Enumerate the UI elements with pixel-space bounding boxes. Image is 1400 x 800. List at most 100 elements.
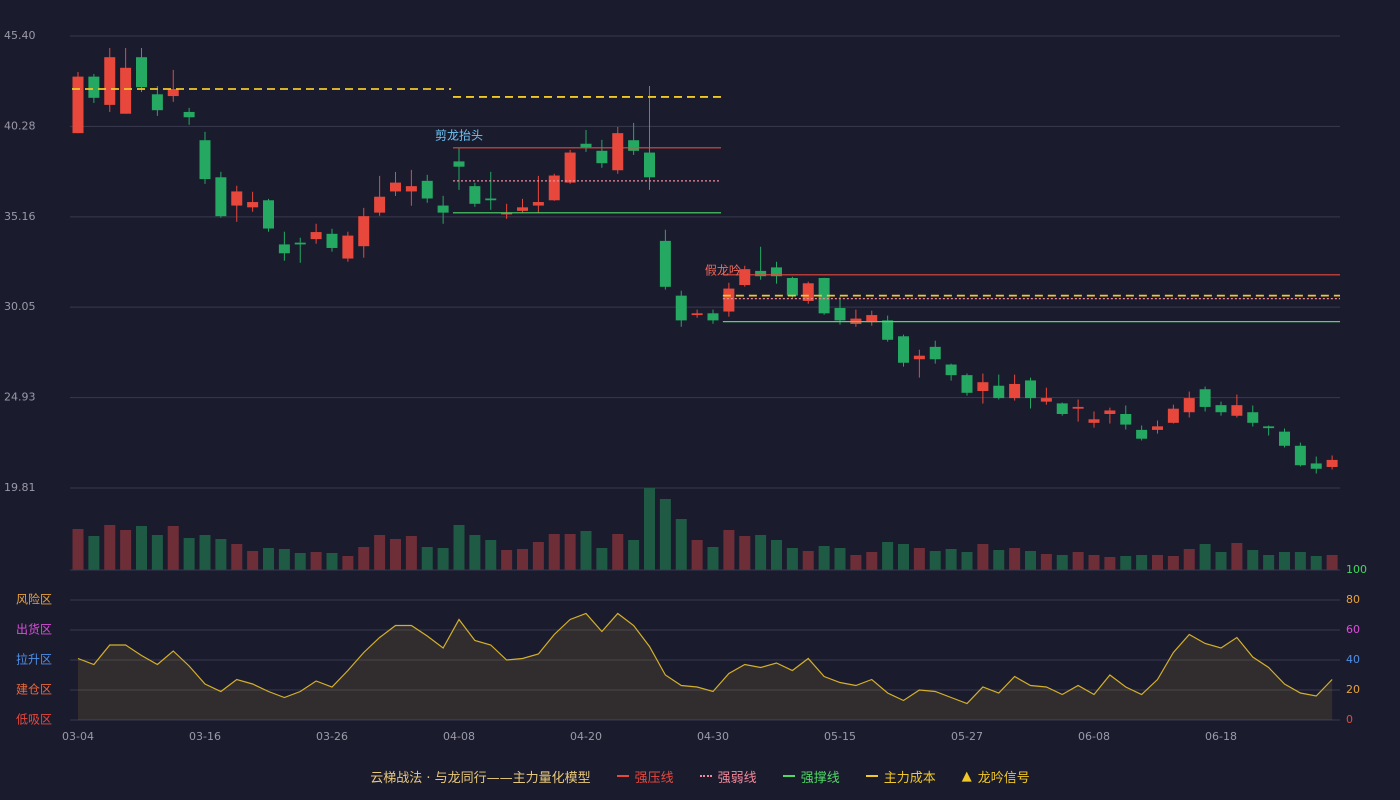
candle-body	[739, 269, 751, 286]
y-tick-label: 20	[1346, 683, 1360, 696]
volume-bar	[596, 548, 608, 570]
candle-body	[1279, 431, 1290, 446]
volume-bar	[501, 550, 513, 570]
legend-swatch	[782, 775, 795, 777]
candle-body	[88, 76, 100, 98]
volume-bar	[1167, 556, 1179, 570]
volume-bar	[834, 548, 846, 570]
volume-bar	[644, 488, 655, 570]
y-tick-label: 35.16	[4, 210, 36, 223]
x-tick-label: 06-18	[1205, 730, 1237, 743]
candle-body	[294, 242, 306, 245]
volume-bar	[136, 526, 147, 570]
oscillator-line	[77, 612, 1333, 705]
candle-body	[199, 140, 211, 180]
candle-body	[913, 355, 925, 360]
x-tick-label: 05-27	[951, 730, 983, 743]
candle-body	[1088, 419, 1100, 423]
volume-bar	[405, 536, 417, 570]
candle-body	[532, 202, 544, 206]
x-tick-label: 05-15	[824, 730, 856, 743]
candle-body	[945, 364, 957, 376]
legend-label: 主力成本	[883, 770, 936, 786]
volume-bar	[723, 530, 735, 570]
candle-body	[374, 196, 386, 213]
volume-bar	[294, 553, 306, 570]
volume-bar	[1326, 555, 1338, 570]
candle-body	[771, 267, 782, 277]
candle-body	[326, 233, 338, 248]
candle-body	[1120, 413, 1132, 425]
volume-bar	[1104, 557, 1116, 570]
volume-bar	[183, 538, 195, 570]
volume-bar	[1152, 555, 1163, 570]
legend-swatch	[865, 775, 878, 777]
candle-body	[1056, 403, 1068, 414]
candle-body	[548, 175, 560, 201]
legend-label: 强弱线	[717, 770, 757, 786]
x-tick-label: 03-26	[316, 730, 348, 743]
candle-body	[421, 180, 433, 199]
candle-body	[564, 152, 576, 183]
volume-bar	[755, 535, 767, 570]
volume-bar	[898, 544, 909, 570]
volume-bar	[977, 544, 989, 570]
candle-body	[517, 207, 528, 211]
candle-body	[628, 140, 640, 151]
volume-bar	[390, 539, 401, 570]
candle-body	[1072, 406, 1084, 409]
candle-body	[707, 313, 719, 321]
candle-body	[469, 186, 481, 204]
candle-body	[882, 320, 894, 340]
legend-swatch	[699, 775, 712, 777]
volume-bar	[913, 548, 925, 570]
volume-bar	[326, 553, 338, 570]
volume-bar	[1056, 555, 1068, 570]
volume-bar	[612, 534, 624, 570]
candle-body	[929, 346, 941, 360]
candle-body	[834, 308, 846, 321]
volume-bar	[945, 549, 957, 570]
y-tick-label: 100	[1346, 563, 1367, 576]
candle-body	[1247, 412, 1259, 423]
volume-bar	[850, 555, 862, 570]
candle-body	[1183, 398, 1195, 413]
volume-bar	[374, 535, 386, 570]
x-tick-label: 03-04	[62, 730, 94, 743]
candle-body	[659, 240, 671, 287]
volume-bar	[421, 547, 433, 570]
volume-bar	[1263, 555, 1275, 570]
candle-body	[215, 177, 227, 217]
zone-label: 出货区	[16, 622, 52, 637]
zone-label: 风险区	[16, 592, 52, 607]
volume-bar	[691, 540, 703, 570]
volume-bar	[961, 552, 973, 570]
volume-bar	[104, 525, 116, 570]
volume-bar	[1072, 552, 1084, 570]
volume-bar	[993, 550, 1005, 570]
volume-bar	[1088, 555, 1100, 570]
legend-item: 强压线	[616, 767, 674, 786]
candle-body	[1152, 426, 1163, 430]
candle-body	[1231, 405, 1243, 416]
volume-bar	[929, 551, 941, 570]
candle-body	[136, 57, 147, 88]
volume-bar	[469, 535, 481, 570]
candle-body	[1294, 445, 1306, 466]
x-tick-label: 03-16	[189, 730, 221, 743]
volume-bar	[548, 534, 560, 570]
y-tick-label: 24.93	[4, 391, 36, 404]
candle-body	[358, 216, 370, 247]
legend-label: 强压线	[634, 770, 674, 786]
oscillator-area	[78, 613, 1333, 720]
volume-bar	[882, 542, 894, 570]
zone-label: 低吸区	[16, 713, 52, 727]
candle-body	[437, 205, 449, 213]
candle-body	[485, 198, 497, 201]
candle-body	[278, 244, 290, 254]
volume-bar	[707, 547, 719, 570]
volume-bar	[532, 542, 544, 570]
y-tick-label: 60	[1346, 623, 1360, 636]
volume-bar	[675, 519, 687, 570]
candle-body	[612, 133, 624, 171]
